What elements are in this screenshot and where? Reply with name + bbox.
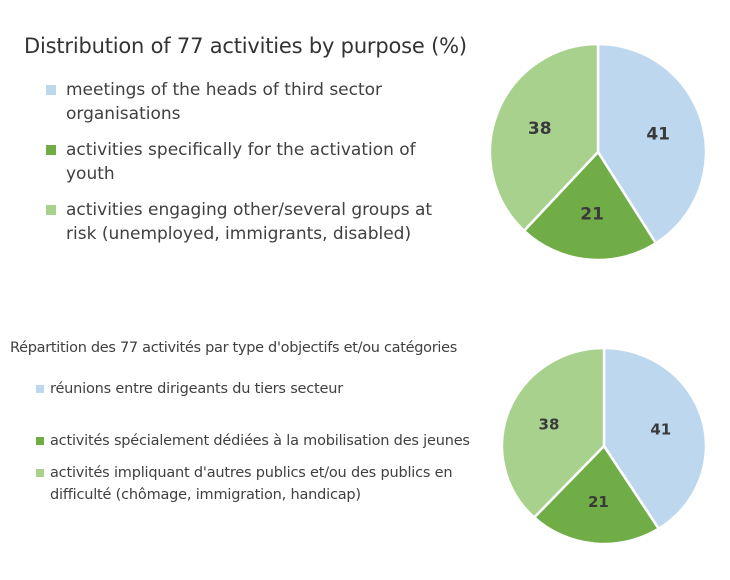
- data-label: 38: [528, 119, 552, 139]
- legend-fr: réunions entre dirigeants du tiers secte…: [36, 378, 476, 506]
- legend-swatch: [36, 437, 44, 445]
- legend-item: activités spécialement dédiées à la mobi…: [36, 430, 480, 452]
- data-label: 41: [650, 421, 671, 439]
- legend-item: activities engaging other/several groups…: [46, 198, 466, 246]
- legend-item: meetings of the heads of third sector or…: [46, 78, 466, 126]
- pie-slice: [532, 444, 661, 546]
- pie-slice: [500, 346, 606, 520]
- chart-title-en: Distribution of 77 activities by purpose…: [24, 34, 467, 58]
- legend-item: activities specifically for the activati…: [46, 138, 466, 186]
- chart-title-fr: Répartition des 77 activités par type d'…: [10, 340, 457, 356]
- legend-item: réunions entre dirigeants du tiers secte…: [36, 378, 476, 400]
- legend-label: activités impliquant d'autres publics et…: [50, 465, 453, 503]
- pie-slice: [522, 149, 658, 262]
- legend-swatch: [46, 85, 56, 95]
- pie-slice: [488, 42, 600, 233]
- data-label: 41: [646, 125, 670, 145]
- legend-en: meetings of the heads of third sector or…: [46, 78, 466, 258]
- legend-label: meetings of the heads of third sector or…: [66, 80, 383, 124]
- legend-label: activities engaging other/several groups…: [66, 200, 433, 244]
- legend-swatch: [46, 205, 56, 215]
- legend-label: activités spécialement dédiées à la mobi…: [50, 433, 470, 449]
- legend-item: activités impliquant d'autres publics et…: [36, 462, 490, 506]
- legend-label: activities specifically for the activati…: [66, 140, 416, 184]
- data-label: 21: [580, 204, 604, 224]
- legend-label: réunions entre dirigeants du tiers secte…: [50, 381, 344, 397]
- data-label: 38: [539, 416, 560, 434]
- data-label: 21: [588, 493, 609, 511]
- legend-swatch: [36, 385, 44, 393]
- legend-swatch: [46, 145, 56, 155]
- legend-swatch: [36, 469, 44, 477]
